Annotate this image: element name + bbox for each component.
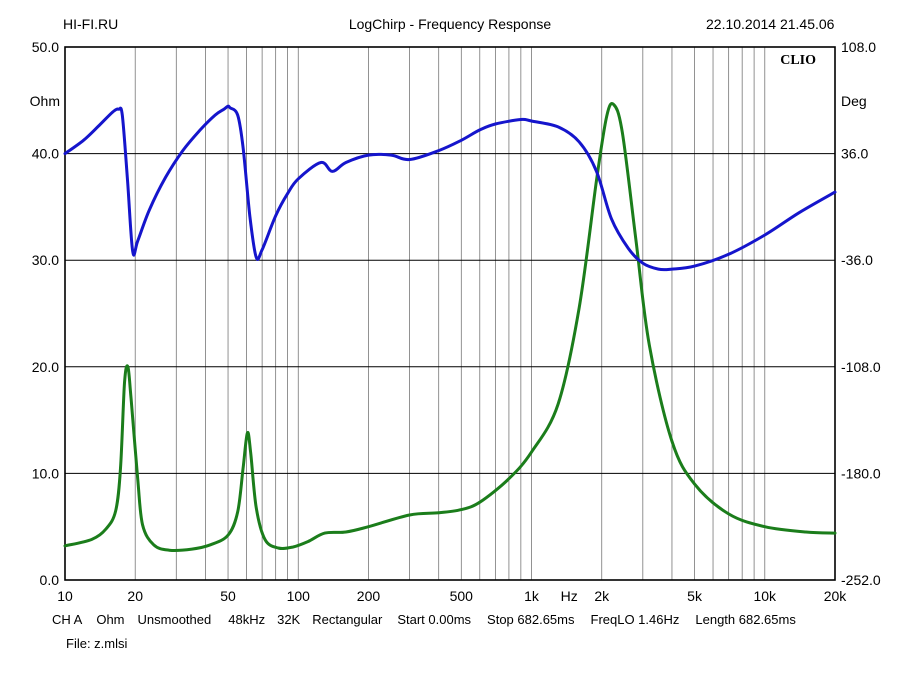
phase-curve [63, 104, 837, 272]
right-axis-tick-label: 108.0 [841, 39, 876, 55]
x-axis-tick-label: 1k [524, 588, 540, 604]
left-axis-tick-label: 40.0 [32, 146, 59, 162]
measurement-setting: Ohm [96, 612, 125, 627]
x-axis-tick-label: 5k [687, 588, 703, 604]
measurement-setting: FreqLO 1.46Hz [590, 612, 680, 627]
x-axis-tick-label: 20 [127, 588, 143, 604]
chart-timestamp: 22.10.2014 21.45.06 [706, 16, 835, 32]
right-axis-tick-label: -180.0 [841, 465, 881, 481]
left-axis-tick-label: 20.0 [32, 359, 59, 375]
left-axis-label: Ohm [30, 93, 60, 109]
right-axis-tick-label: -36.0 [841, 252, 873, 268]
left-axis-tick-label: 10.0 [32, 465, 59, 481]
measurement-setting: 32K [277, 612, 301, 627]
x-axis-tick-label: 200 [357, 588, 381, 604]
left-axis-tick-label: 50.0 [32, 39, 59, 55]
x-axis-tick-label: 2k [594, 588, 610, 604]
x-axis-unit-label: Hz [561, 588, 578, 604]
left-axis-tick-label: 0.0 [40, 572, 60, 588]
right-axis-tick-label: -108.0 [841, 359, 881, 375]
measurement-settings-line: CH A Ohm Unsmoothed 48kHz 32K Rectangular Star… [52, 612, 796, 627]
measurement-setting: Unsmoothed [137, 612, 212, 627]
plot-frame [64, 46, 836, 581]
measurement-setting: Stop 682.65ms [487, 612, 575, 627]
measurement-setting: Rectangular [312, 612, 383, 627]
x-axis-tick-label: 100 [287, 588, 311, 604]
x-axis-tick-label: 20k [824, 588, 848, 604]
right-axis-label: Deg [841, 93, 867, 109]
x-axis-tick-label: 50 [220, 588, 236, 604]
x-axis-tick-label: 10k [753, 588, 777, 604]
clio-brand-label: CLIO [780, 53, 816, 68]
measurement-setting: CH A [52, 612, 83, 627]
measurement-setting: Start 0.00ms [397, 612, 472, 627]
x-axis-tick-label: 10 [57, 588, 73, 604]
measurement-setting: Length 682.65ms [695, 612, 796, 627]
right-axis-tick-label: -252.0 [841, 572, 881, 588]
x-axis-tick-label: 500 [450, 588, 474, 604]
measurement-setting: 48kHz [228, 612, 266, 627]
file-name: File: z.mlsi [66, 636, 128, 651]
impedance-curve [63, 102, 837, 552]
right-axis-tick-label: 36.0 [841, 146, 868, 162]
chart-header-left: HI-FI.RU [63, 16, 119, 32]
chart-title: LogChirp - Frequency Response [348, 16, 552, 32]
left-axis-tick-label: 30.0 [32, 252, 59, 268]
